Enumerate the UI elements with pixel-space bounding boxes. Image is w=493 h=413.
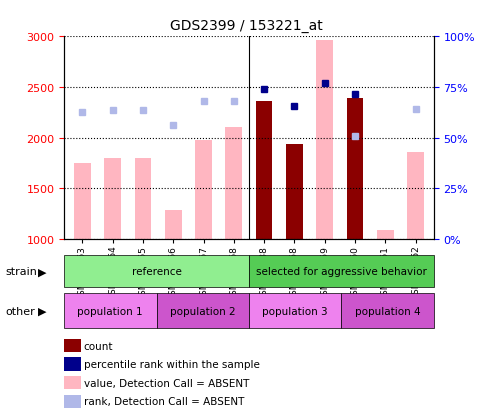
Bar xyxy=(347,99,363,240)
Text: GDS2399 / 153221_at: GDS2399 / 153221_at xyxy=(170,19,323,33)
Bar xyxy=(64,339,81,352)
Bar xyxy=(64,293,157,328)
Text: other: other xyxy=(5,306,35,316)
Bar xyxy=(225,127,242,240)
Text: count: count xyxy=(84,341,113,351)
Bar xyxy=(165,210,181,240)
Bar xyxy=(64,358,81,371)
Text: value, Detection Call = ABSENT: value, Detection Call = ABSENT xyxy=(84,378,249,388)
Text: selected for aggressive behavior: selected for aggressive behavior xyxy=(256,266,427,277)
Bar xyxy=(64,256,249,287)
Bar xyxy=(249,256,434,287)
Bar xyxy=(74,164,91,240)
Text: ▶: ▶ xyxy=(37,266,46,277)
Text: percentile rank within the sample: percentile rank within the sample xyxy=(84,359,260,369)
Bar xyxy=(256,102,273,240)
Bar xyxy=(407,152,424,240)
Bar xyxy=(104,159,121,240)
Bar xyxy=(249,293,341,328)
Text: population 3: population 3 xyxy=(262,306,328,316)
Text: rank, Detection Call = ABSENT: rank, Detection Call = ABSENT xyxy=(84,396,244,406)
Bar xyxy=(317,41,333,240)
Text: reference: reference xyxy=(132,266,181,277)
Bar xyxy=(286,145,303,240)
Bar xyxy=(195,140,212,240)
Bar xyxy=(341,293,434,328)
Bar xyxy=(64,376,81,389)
Text: population 2: population 2 xyxy=(170,306,236,316)
Text: population 1: population 1 xyxy=(77,306,143,316)
Text: strain: strain xyxy=(5,266,37,277)
Text: population 4: population 4 xyxy=(355,306,421,316)
Bar xyxy=(377,230,394,240)
Bar xyxy=(135,159,151,240)
Bar xyxy=(157,293,249,328)
Text: ▶: ▶ xyxy=(37,306,46,316)
Bar xyxy=(64,395,81,408)
